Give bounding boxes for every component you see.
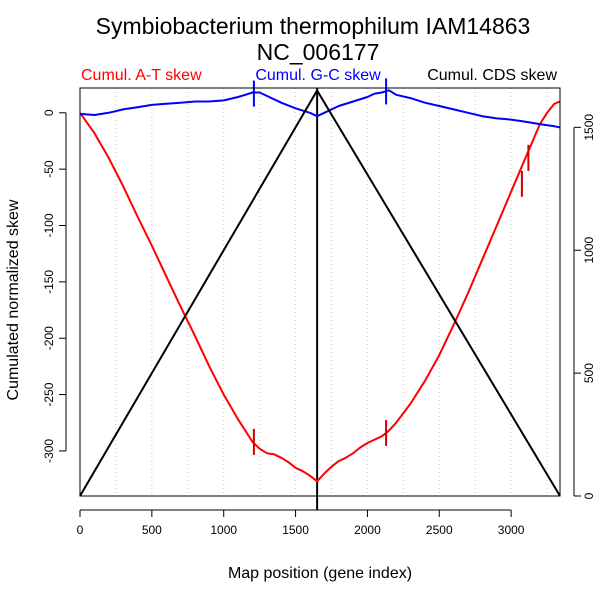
legend-gc-skew: Cumul. G-C skew	[255, 67, 381, 84]
y-tick-label: -300	[42, 439, 56, 463]
y-tick-label: -200	[42, 326, 56, 350]
x-tick-label: 2500	[426, 523, 453, 537]
x-tick-label: 1000	[210, 523, 237, 537]
series-lines	[79, 88, 561, 510]
x-tick-label: 0	[77, 523, 84, 537]
y-tick-label: 0	[42, 109, 56, 116]
axes: 0 500 1000 1500 2000 2500 3000 0 -50 -100 -150 -200…	[42, 109, 596, 537]
y-tick-label: -50	[42, 160, 56, 178]
y2-tick-label: 1000	[582, 237, 596, 264]
chart-title: Symbiobacterium thermophilum IAM14863	[96, 13, 531, 39]
x-axis-label: Map position (gene index)	[228, 565, 412, 582]
legend-at-skew: Cumul. A-T skew	[81, 67, 202, 84]
y-tick-label: -100	[42, 213, 56, 237]
y-tick-label: -150	[42, 270, 56, 294]
chart-subtitle: NC_006177	[257, 39, 380, 65]
y2-tick-label: 0	[582, 492, 596, 499]
x-tick-label: 2000	[354, 523, 381, 537]
legend-cds-skew: Cumul. CDS skew	[427, 67, 557, 84]
series-markers	[252, 78, 530, 455]
y-tick-label: -250	[42, 382, 56, 406]
series-line-cumul-a-t-skew	[79, 100, 561, 483]
series-line-cumul-cds-skew	[79, 89, 561, 497]
x-tick-label: 500	[142, 523, 162, 537]
x-tick-label: 1500	[282, 523, 309, 537]
series-line-cumul-g-c-skew	[79, 89, 561, 129]
y-axis-label: Cumulated normalized skew	[5, 199, 22, 400]
x-tick-label: 3000	[498, 523, 525, 537]
y2-tick-label: 500	[582, 363, 596, 383]
grid-lines	[115, 88, 548, 496]
plot-frame	[79, 87, 561, 497]
y2-tick-label: 1500	[582, 114, 596, 141]
